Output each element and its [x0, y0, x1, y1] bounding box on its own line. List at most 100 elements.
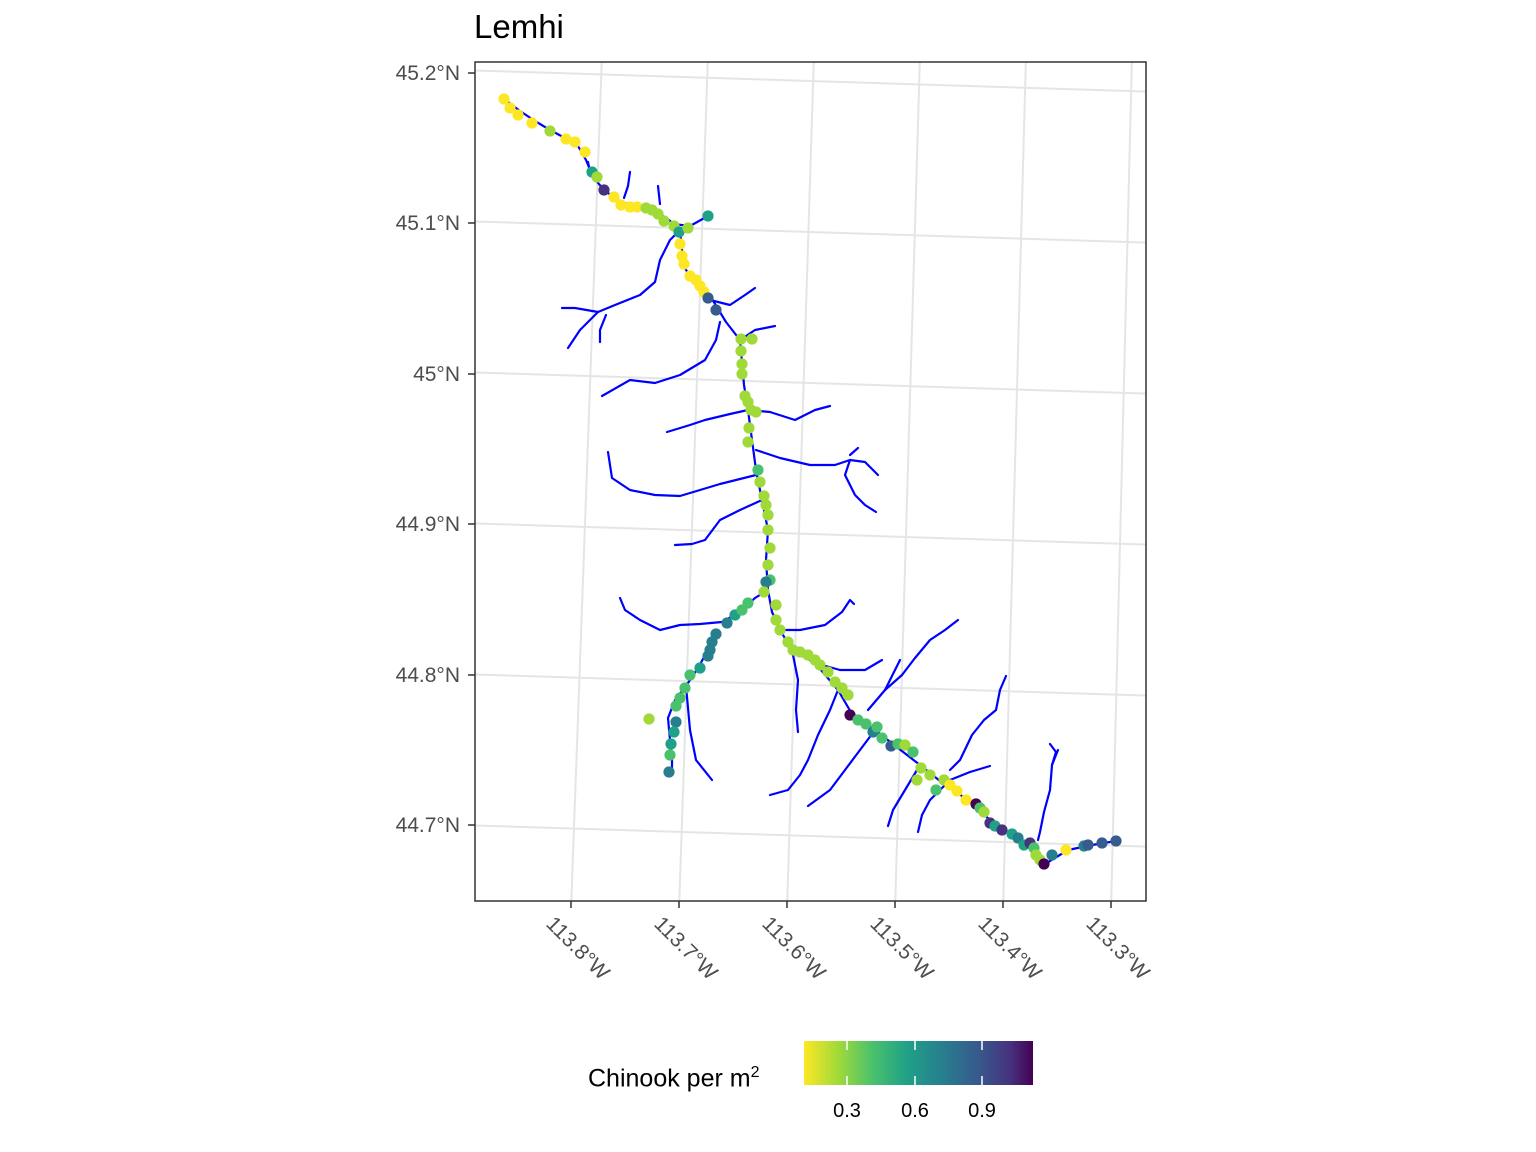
graticule-lat-44-9: [475, 522, 1146, 546]
legend-gradient: [804, 1041, 1033, 1085]
legend-title: Chinook per m2: [588, 1064, 759, 1093]
sample-point: [579, 146, 591, 158]
sample-point: [760, 499, 772, 511]
lat-label-45-1: 45.1°N: [396, 212, 460, 235]
sample-point: [951, 785, 963, 797]
lon-label-113-7: 113.7°W: [649, 912, 721, 984]
sample-point: [774, 624, 786, 636]
sample-point: [746, 333, 758, 345]
lat-label-44-8: 44.8°N: [396, 664, 460, 687]
sample-point: [1082, 839, 1094, 851]
west-trib-9: [673, 498, 764, 547]
legend-tick-label-0-6: 0.6: [901, 1100, 929, 1122]
east-trib-12: [778, 598, 856, 632]
south-trib-15: [768, 688, 840, 797]
sample-point: [663, 766, 675, 778]
sample-point: [526, 117, 538, 129]
sample-point: [631, 201, 643, 213]
sample-point: [760, 576, 772, 588]
sample-point: [743, 422, 755, 434]
sample-point: [996, 824, 1008, 836]
sample-point: [911, 774, 923, 786]
graticule-lat-44-7: [475, 824, 1146, 848]
sample-point: [664, 749, 676, 761]
graticule-lon-113-7: [678, 62, 709, 901]
lon-label-113-4: 113.4°W: [973, 912, 1045, 984]
legend-title-superscript: 2: [750, 1064, 760, 1081]
south-trib-22: [948, 764, 992, 782]
west-trib-8: [606, 450, 758, 498]
sample-point: [1038, 858, 1050, 870]
sample-point: [758, 490, 770, 502]
graticule: [475, 62, 1146, 901]
sample-point: [512, 109, 524, 121]
sample-point: [504, 102, 516, 114]
graticule-lon-113-8: [570, 62, 603, 901]
south-trib-18: [883, 618, 960, 692]
sample-point: [615, 199, 627, 211]
sample-point: [899, 739, 911, 751]
sample-point: [924, 769, 936, 781]
sample-point: [822, 666, 834, 678]
sample-point: [762, 559, 774, 571]
lon-label-113-3: 113.3°W: [1081, 912, 1153, 984]
sample-point: [814, 659, 826, 671]
sample-point: [670, 716, 682, 728]
sample-point: [770, 599, 782, 611]
sample-point: [668, 726, 680, 738]
sample-point: [498, 93, 510, 105]
sample-point: [742, 597, 754, 609]
sample-point: [684, 669, 696, 681]
south-trib-21: [948, 674, 1008, 772]
sample-point: [658, 215, 670, 227]
sample-point: [1046, 849, 1058, 861]
lat-label-45-2: 45.2°N: [396, 62, 460, 85]
sample-point: [560, 133, 572, 145]
sample-point: [544, 125, 556, 137]
sample-point: [643, 713, 655, 725]
graticule-lon-113-5: [894, 62, 921, 901]
sample-point: [842, 689, 854, 701]
chinook-density-points: [498, 93, 1122, 870]
sample-point: [569, 136, 581, 148]
sample-point: [721, 617, 733, 629]
south-trib-17: [806, 728, 877, 808]
sample-point: [770, 614, 782, 626]
sample-point: [762, 524, 774, 536]
sample-point: [782, 636, 794, 648]
sample-point: [752, 464, 764, 476]
sample-point: [844, 709, 856, 721]
legend-colorbar: [804, 1041, 1033, 1085]
sample-point: [960, 794, 972, 806]
west-trib-11-branch: [684, 684, 714, 782]
sample-point: [694, 662, 706, 674]
east-trib-13: [790, 648, 800, 734]
sample-point: [930, 784, 942, 796]
sample-point: [758, 586, 770, 598]
sample-point: [678, 258, 690, 270]
sample-point: [735, 345, 747, 357]
south-trib-23: [1036, 742, 1058, 842]
lon-label-113-8: 113.8°W: [541, 912, 613, 984]
legend-title-text: Chinook per m: [588, 1064, 751, 1093]
sample-point: [682, 222, 694, 234]
sample-point: [679, 682, 691, 694]
graticule-lon-113-4: [1002, 62, 1027, 901]
lon-axis: 113.8°W 113.7°W 113.6°W 113.5°W 113.4°W …: [541, 901, 1154, 985]
sample-point: [1096, 837, 1108, 849]
sample-point: [876, 732, 888, 744]
sample-point: [665, 738, 677, 750]
sample-point: [742, 436, 754, 448]
lat-label-44-7: 44.7°N: [396, 814, 460, 837]
graticule-lon-113-3: [1110, 62, 1133, 901]
north-trib-c: [656, 184, 662, 206]
legend-tick-label-0-3: 0.3: [833, 1100, 861, 1122]
sample-point: [598, 184, 610, 196]
lon-label-113-6: 113.6°W: [757, 912, 829, 984]
lon-label-113-5: 113.5°W: [865, 912, 937, 984]
sample-point: [608, 191, 620, 203]
sample-point: [1060, 844, 1072, 856]
west-trib-1: [566, 228, 682, 350]
sample-point: [702, 650, 714, 662]
